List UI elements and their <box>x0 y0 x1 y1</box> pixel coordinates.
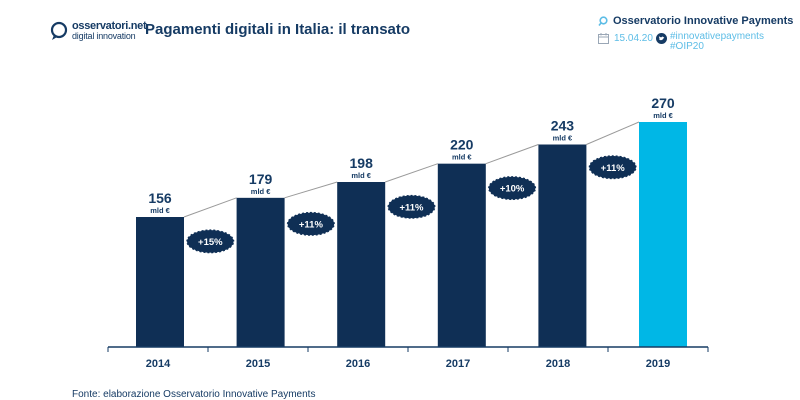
bar <box>639 122 687 347</box>
value-label: 179 <box>249 171 273 187</box>
connector-line <box>586 121 640 145</box>
tick-label: 2018 <box>546 358 570 370</box>
bar <box>437 163 486 347</box>
logo-icon <box>50 21 68 40</box>
hashtag-main: #innovativepayments <box>670 31 764 42</box>
unit-label: mld € <box>251 187 271 196</box>
bar <box>136 217 184 347</box>
value-label: 156 <box>148 190 172 206</box>
source-note: Fonte: elaborazione Osservatorio Innovat… <box>72 389 316 400</box>
growth-badge <box>286 211 336 237</box>
growth-badge <box>386 194 437 220</box>
tick-label: 2015 <box>246 358 270 370</box>
bar <box>236 197 285 347</box>
connector-line <box>385 163 438 183</box>
value-label: 198 <box>350 155 374 171</box>
logo-text: osservatori.net <box>72 20 147 32</box>
tick-label: 2017 <box>446 358 470 370</box>
date-label: 15.04.20 <box>614 33 653 44</box>
unit-label: mld € <box>150 206 170 215</box>
tick-label: 2016 <box>346 358 370 370</box>
calendar-icon <box>598 33 609 44</box>
unit-label: mld € <box>351 171 371 180</box>
value-label: 243 <box>551 118 575 134</box>
connector-line <box>183 197 237 218</box>
unit-label: mld € <box>452 153 472 162</box>
growth-badge <box>185 228 236 255</box>
page-title: Pagamenti digitali in Italia: il transat… <box>145 21 411 38</box>
bar <box>538 144 587 347</box>
unit-label: mld € <box>553 134 573 143</box>
tick-label: 2019 <box>646 358 670 370</box>
growth-label: +10% <box>500 184 525 195</box>
logo-subtext: digital innovation <box>72 31 136 41</box>
bar <box>337 182 386 347</box>
connector-line <box>485 144 539 165</box>
growth-label: +11% <box>399 202 424 213</box>
value-label: 220 <box>450 137 474 153</box>
connector-line <box>284 181 338 199</box>
search-icon <box>598 16 608 27</box>
growth-badge <box>487 175 537 201</box>
observatory-label: Osservatorio Innovative Payments <box>598 15 793 27</box>
unit-label: mld € <box>653 111 673 120</box>
growth-label: +15% <box>198 237 223 248</box>
value-label: 270 <box>651 95 675 111</box>
growth-label: +11% <box>601 163 626 174</box>
growth-label: +11% <box>299 219 324 230</box>
observatory-name: Osservatorio Innovative Payments <box>613 15 794 27</box>
growth-badge <box>587 154 638 180</box>
tick-label: 2014 <box>146 358 171 370</box>
twitter-icon <box>656 33 667 44</box>
hashtag-event: #OIP20 <box>670 41 704 52</box>
